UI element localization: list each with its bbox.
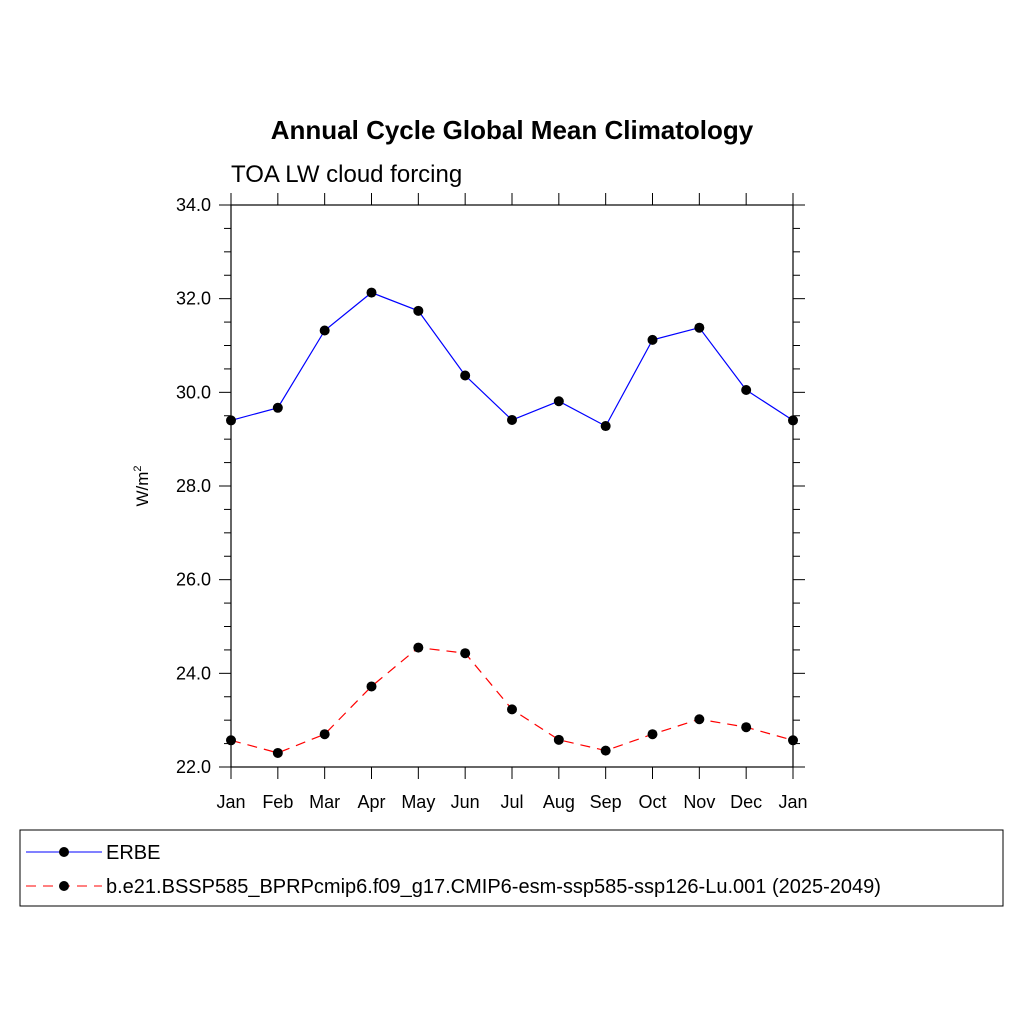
legend-label-erbe: ERBE [106, 842, 160, 864]
x-tick-label: Jul [500, 792, 523, 812]
data-point [413, 642, 424, 653]
data-point [507, 414, 517, 425]
data-point [413, 305, 424, 316]
data-point [319, 325, 330, 336]
y-tick-label: 26.0 [176, 570, 211, 590]
legend-marker-erbe [59, 847, 69, 857]
x-tick-label: Jan [216, 792, 245, 812]
axis-ticks [219, 193, 805, 779]
x-tick-label: May [401, 792, 435, 812]
data-point [272, 402, 283, 413]
data-point [647, 729, 658, 740]
data-point [694, 322, 705, 333]
data-point [366, 287, 377, 298]
y-tick-label: 30.0 [176, 382, 211, 402]
y-tick-labels: 22.0 24.0 26.0 28.0 30.0 32.0 34.0 [176, 195, 211, 777]
y-tick-label: 24.0 [176, 663, 211, 683]
legend-box [19, 829, 1004, 907]
data-point [553, 734, 564, 745]
x-tick-label: Oct [638, 792, 666, 812]
x-tick-labels: Jan Feb Mar Apr May Jun Jul Aug Sep Oct Nov Dec Jan [216, 792, 807, 812]
data-point [741, 384, 752, 395]
data-point [694, 714, 705, 725]
x-tick-label: Apr [357, 792, 385, 812]
legend: ERBE b.e21.BSSP585_BPRPcmip6.f09_g17.CMI… [19, 829, 1004, 907]
data-point [600, 745, 611, 756]
data-point [460, 370, 471, 381]
series-line [230, 646, 794, 754]
y-tick-label: 28.0 [176, 476, 211, 496]
y-axis-label-superscript: 2 [132, 465, 144, 471]
data-point [226, 735, 236, 746]
data-point [226, 415, 236, 426]
data-point [788, 735, 798, 746]
data-point [460, 648, 471, 659]
chart-subtitle: TOA LW cloud forcing [231, 161, 462, 188]
data-point [600, 421, 611, 432]
data-point [788, 415, 798, 426]
legend-marker-model [59, 881, 69, 891]
data-point [272, 747, 283, 758]
series-0 [226, 287, 798, 432]
y-tick-label: 34.0 [176, 195, 211, 215]
series-1 [226, 642, 798, 758]
series-layer [226, 287, 798, 758]
chart-title: Annual Cycle Global Mean Climatology [271, 115, 754, 145]
data-point [741, 722, 752, 733]
y-tick-label: 32.0 [176, 289, 211, 309]
legend-label-model: b.e21.BSSP585_BPRPcmip6.f09_g17.CMIP6-es… [106, 876, 881, 898]
x-tick-label: Jun [451, 792, 480, 812]
x-tick-label: Sep [590, 792, 622, 812]
data-point [553, 396, 564, 407]
series-line [230, 291, 794, 427]
y-axis-label: W/m2 [132, 465, 152, 506]
x-tick-label: Jan [778, 792, 807, 812]
data-point [319, 729, 330, 740]
x-tick-label: Nov [683, 792, 715, 812]
x-tick-label: Mar [309, 792, 340, 812]
y-tick-label: 22.0 [176, 757, 211, 777]
x-tick-label: Aug [543, 792, 575, 812]
y-axis-label-unit: W/m [133, 472, 152, 507]
data-point [647, 334, 658, 345]
data-point [507, 704, 517, 715]
plot-frame [230, 204, 794, 768]
x-tick-label: Feb [262, 792, 293, 812]
data-point [366, 681, 377, 692]
x-tick-label: Dec [730, 792, 762, 812]
